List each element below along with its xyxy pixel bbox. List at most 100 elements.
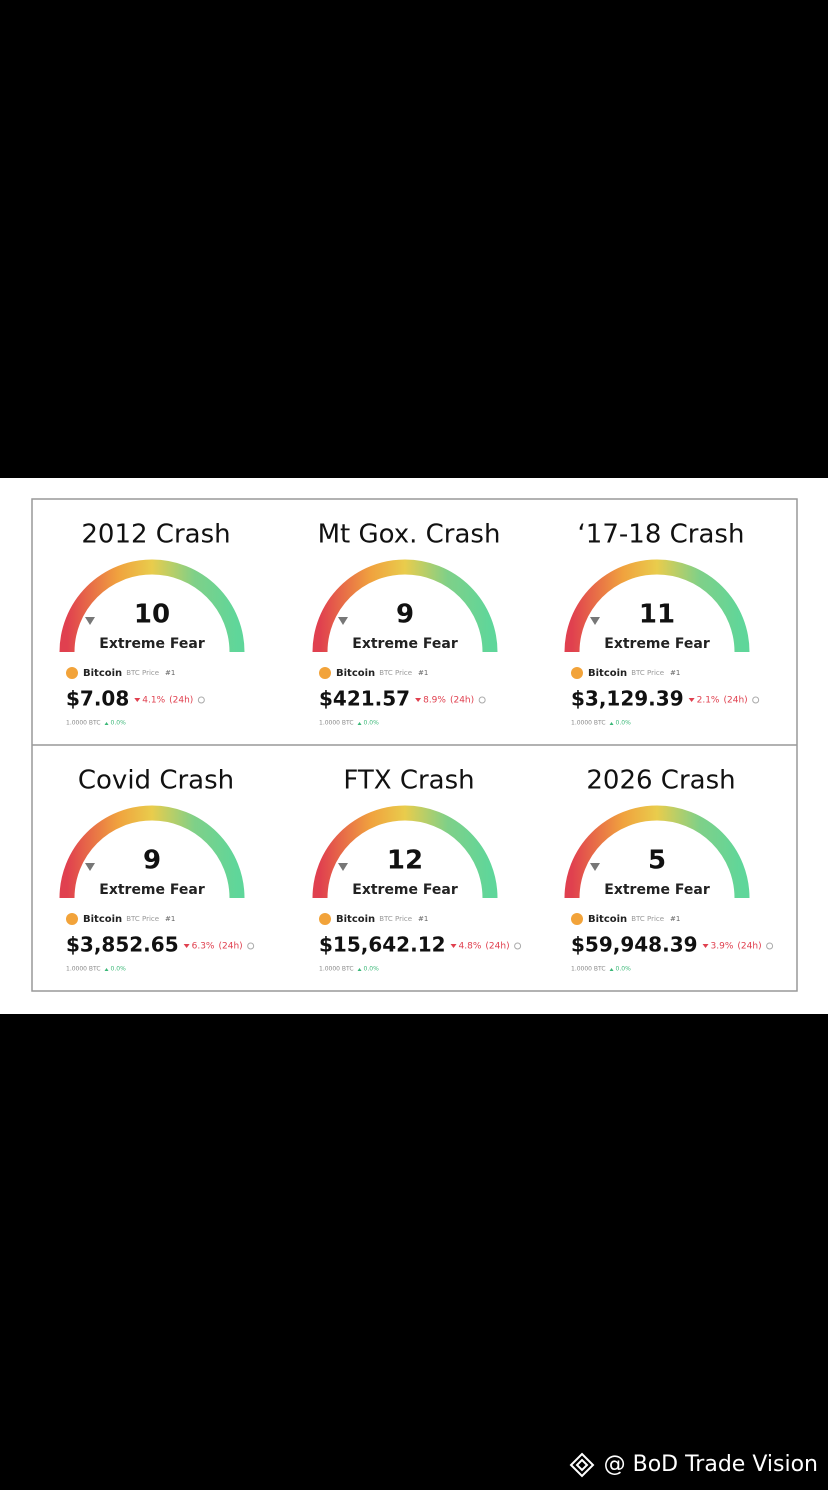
classification: Extreme Fear [99, 882, 205, 898]
classification: Extreme Fear [604, 636, 710, 652]
pair-label: BTC Price [126, 915, 159, 923]
down-arrow [450, 944, 457, 948]
classification: Extreme Fear [604, 882, 710, 898]
pair-label: BTC Price [631, 915, 664, 923]
gauge-needle [338, 617, 348, 625]
down-arrow [688, 698, 695, 702]
up-arrow [609, 968, 614, 971]
pair-label: BTC Price [379, 669, 412, 677]
coin-name: Bitcoin [336, 914, 375, 925]
down-arrow [183, 944, 190, 948]
panel-title: 2012 Crash [81, 520, 230, 550]
panel-title: 2026 Crash [586, 766, 735, 796]
coin-icon [66, 913, 78, 925]
down-arrow [134, 698, 141, 702]
panel: 2012 Crash 10 Extreme Fear Bitcoin BTC Price… [59, 520, 245, 727]
holding-change: 0.0% [616, 720, 632, 727]
up-arrow [609, 722, 614, 725]
holding-change: 0.0% [364, 720, 380, 727]
panel-title: Mt Gox. Crash [318, 520, 501, 550]
coin-name: Bitcoin [336, 668, 375, 679]
down-arrow [702, 944, 709, 948]
gauge-needle [85, 863, 95, 871]
coin-name: Bitcoin [83, 914, 122, 925]
gauge-arc [59, 805, 245, 899]
holding-change: 0.0% [364, 966, 380, 973]
info-icon [766, 942, 774, 950]
gauge-arc [312, 805, 498, 899]
panel: 2026 Crash 5 Extreme Fear Bitcoin BTC Price #… [564, 766, 774, 973]
change: 2.1% [697, 696, 720, 706]
rank: #1 [418, 669, 428, 677]
up-arrow [104, 968, 109, 971]
index-value: 10 [134, 600, 170, 630]
coin-icon [571, 913, 583, 925]
change-period: (24h) [737, 942, 761, 952]
gauge-needle [338, 863, 348, 871]
change: 6.3% [192, 942, 215, 952]
change: 3.9% [711, 942, 734, 952]
gauge-arc [564, 805, 750, 899]
index-value: 9 [143, 846, 161, 876]
up-arrow [357, 722, 362, 725]
down-arrow [415, 698, 422, 702]
holding-change: 0.0% [111, 720, 127, 727]
classification: Extreme Fear [352, 882, 458, 898]
change-period: (24h) [485, 942, 509, 952]
rank: #1 [418, 915, 428, 923]
index-value: 9 [396, 600, 414, 630]
info-icon [514, 942, 522, 950]
panel-title: FTX Crash [343, 766, 474, 796]
holding-change: 0.0% [616, 966, 632, 973]
price: $421.57 [319, 687, 410, 711]
classification: Extreme Fear [352, 636, 458, 652]
change-period: (24h) [723, 696, 747, 706]
change-period: (24h) [218, 942, 242, 952]
panel-title: Covid Crash [78, 766, 234, 796]
rank: #1 [165, 915, 175, 923]
rank: #1 [165, 669, 175, 677]
gauge-arc [564, 559, 750, 653]
coin-name: Bitcoin [588, 914, 627, 925]
gauge-arc [312, 559, 498, 653]
up-arrow [104, 722, 109, 725]
coin-icon [319, 913, 331, 925]
change-period: (24h) [169, 696, 193, 706]
panel: ‘17-18 Crash 11 Extreme Fear Bitcoin BTC Pri… [564, 520, 760, 727]
gauge-needle [590, 617, 600, 625]
coin-name: Bitcoin [83, 668, 122, 679]
info-icon [197, 696, 205, 704]
change: 4.1% [142, 696, 165, 706]
panel: Covid Crash 9 Extreme Fear Bitcoin BTC Price… [59, 766, 255, 973]
change: 8.9% [423, 696, 446, 706]
index-value: 11 [639, 600, 675, 630]
gauge-needle [590, 863, 600, 871]
change-period: (24h) [450, 696, 474, 706]
index-value: 12 [387, 846, 423, 876]
panel-title: ‘17-18 Crash [578, 520, 745, 550]
rank: #1 [670, 669, 680, 677]
pair-label: BTC Price [126, 669, 159, 677]
pair-label: BTC Price [379, 915, 412, 923]
holding: 1.0000 BTC [571, 966, 606, 973]
panel: Mt Gox. Crash 9 Extreme Fear Bitcoin BTC Pri… [312, 520, 501, 727]
watermark: @ BoD Trade Vision [604, 1452, 818, 1477]
info-icon [247, 942, 255, 950]
price: $7.08 [66, 687, 129, 711]
gauge-arc [59, 559, 245, 653]
price: $3,129.39 [571, 687, 684, 711]
gauge-needle [85, 617, 95, 625]
price: $3,852.65 [66, 933, 179, 957]
info-icon [478, 696, 486, 704]
holding-change: 0.0% [111, 966, 127, 973]
holding: 1.0000 BTC [319, 966, 354, 973]
holding: 1.0000 BTC [66, 720, 101, 727]
info-icon [752, 696, 760, 704]
holding: 1.0000 BTC [319, 720, 354, 727]
panel: FTX Crash 12 Extreme Fear Bitcoin BTC Price #… [312, 766, 522, 973]
rank: #1 [670, 915, 680, 923]
coin-icon [66, 667, 78, 679]
coin-name: Bitcoin [588, 668, 627, 679]
